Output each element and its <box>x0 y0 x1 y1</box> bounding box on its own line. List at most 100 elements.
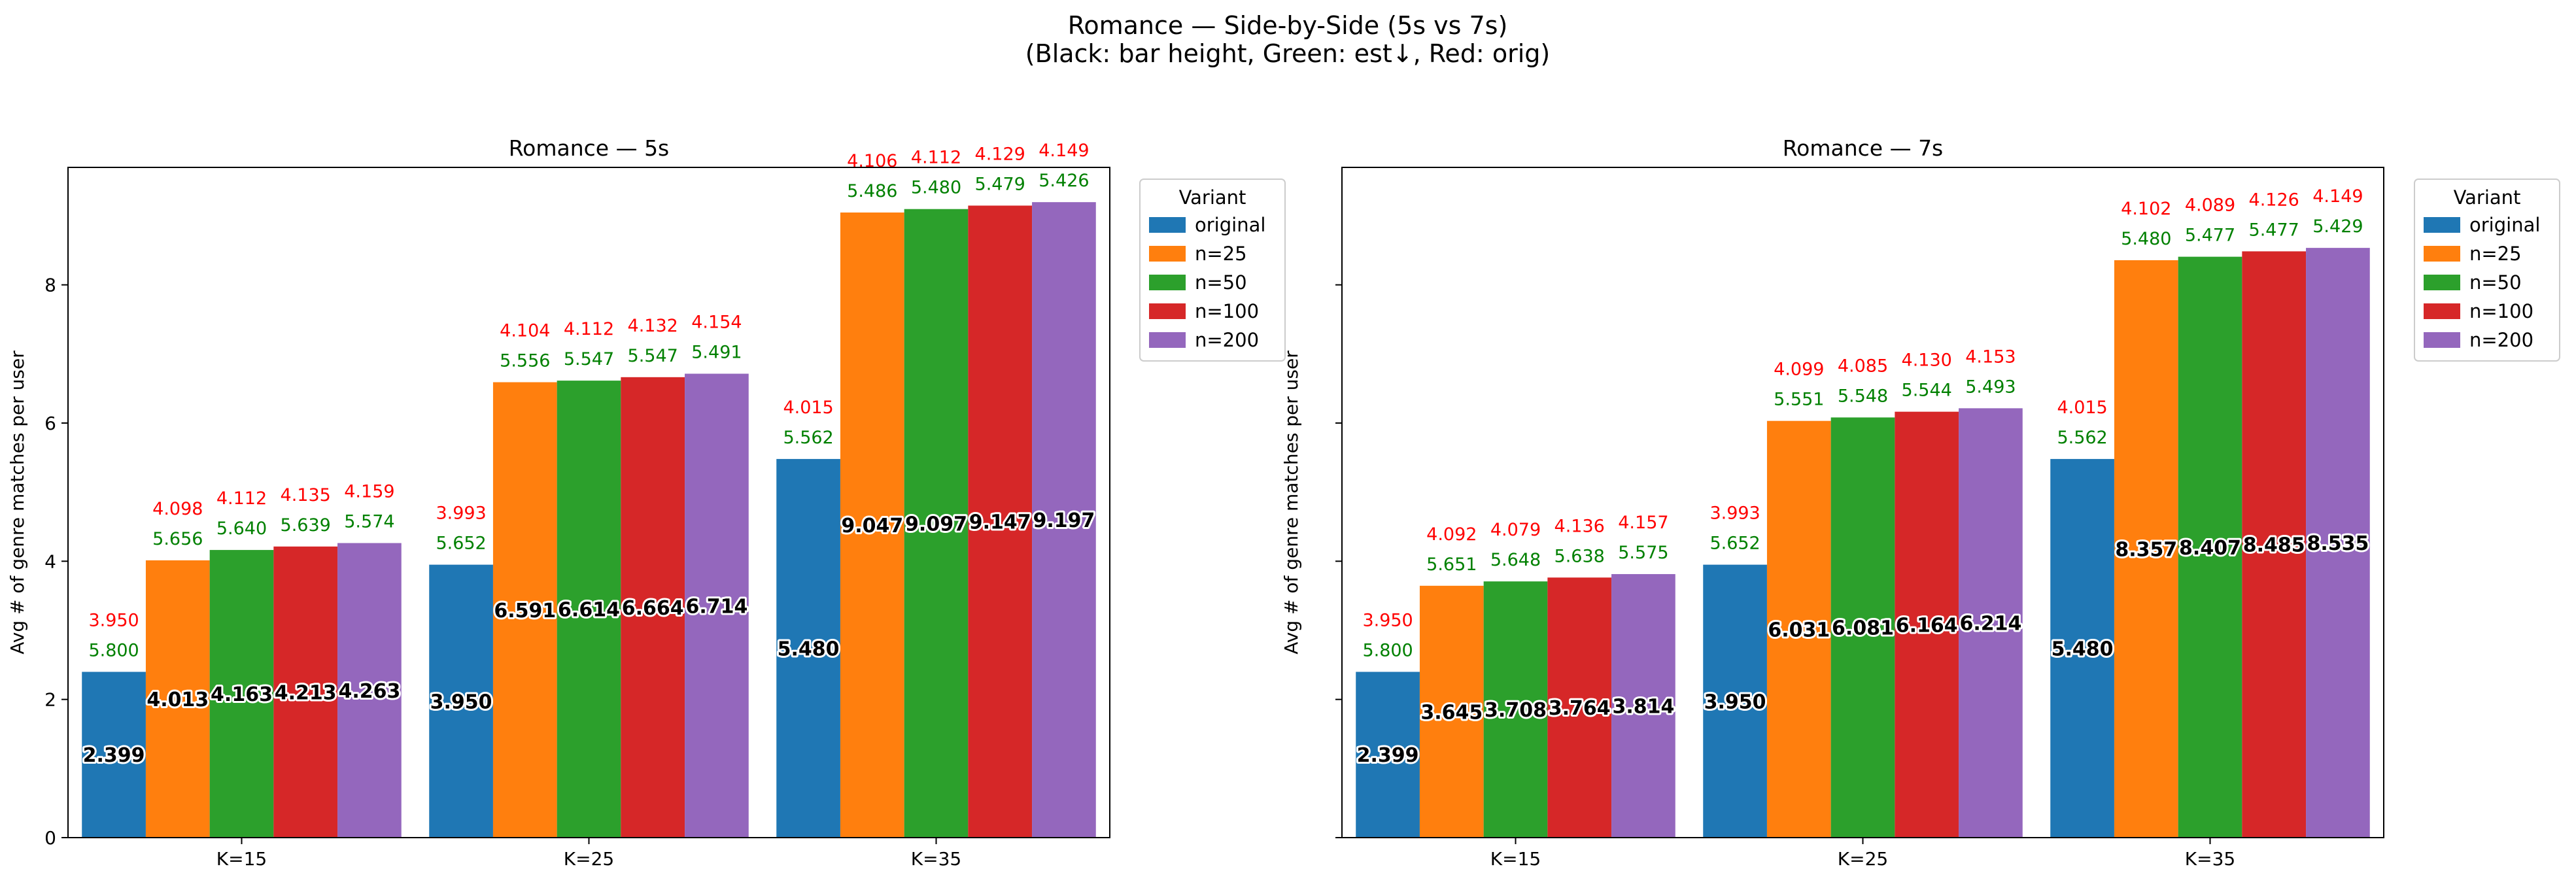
y-tick-label: 6 <box>44 413 56 434</box>
est-value-label: 5.544 <box>1902 381 1952 401</box>
est-value-label: 5.548 <box>1838 386 1888 406</box>
est-value-label: 5.480 <box>911 178 961 198</box>
bar-value-label: 3.645 <box>1420 701 1483 724</box>
legend-swatch <box>2424 303 2460 319</box>
bar-n-200-k25 <box>1959 408 2023 838</box>
est-value-label: 5.652 <box>436 534 486 554</box>
est-value-label: 5.800 <box>88 640 139 660</box>
bar-original-k35 <box>776 458 840 838</box>
x-tick-label: K=15 <box>216 848 267 870</box>
bar-value-label: 2.399 <box>83 744 145 767</box>
bar-original-k25 <box>429 564 493 838</box>
bar-value-label: 9.147 <box>969 511 1031 534</box>
orig-value-label: 4.085 <box>1838 356 1888 376</box>
est-value-label: 5.562 <box>783 428 833 448</box>
orig-value-label: 3.993 <box>436 503 486 524</box>
bar-value-label: 4.263 <box>338 680 400 703</box>
bar-value-label: 6.164 <box>1896 614 1958 637</box>
bar-n-100-k35 <box>968 205 1033 838</box>
est-value-label: 5.477 <box>2185 226 2235 246</box>
legend-swatch <box>1149 217 1186 233</box>
y-tick-label: 4 <box>44 551 56 572</box>
figure-title-line2: (Black: bar height, Green: est↓, Red: or… <box>1025 39 1550 68</box>
legend-swatch <box>1149 332 1186 348</box>
x-tick-label: K=35 <box>911 848 961 870</box>
est-value-label: 5.656 <box>152 529 203 549</box>
x-tick-label: K=25 <box>1838 848 1888 870</box>
y-tick-label: 2 <box>44 689 56 711</box>
bar-value-label: 8.407 <box>2179 537 2241 560</box>
bar-value-label: 3.708 <box>1485 699 1547 722</box>
orig-value-label: 4.089 <box>2185 196 2235 216</box>
orig-value-label: 4.079 <box>1490 520 1541 540</box>
legend-label: n=200 <box>1195 329 1259 351</box>
est-value-label: 5.562 <box>2057 428 2107 448</box>
est-value-label: 5.479 <box>975 174 1025 194</box>
orig-value-label: 4.159 <box>344 482 394 502</box>
legend-swatch <box>1149 303 1186 319</box>
est-value-label: 5.547 <box>628 346 678 366</box>
bar-value-label: 6.081 <box>1832 617 1894 640</box>
bar-n-25-k15 <box>145 560 210 838</box>
legend-label: n=100 <box>2469 300 2533 322</box>
est-value-label: 5.652 <box>1709 534 1760 554</box>
bar-value-label: 4.213 <box>275 681 337 704</box>
y-axis-label: Avg # of genre matches per user <box>7 350 28 655</box>
bar-value-label: 8.357 <box>2115 538 2177 561</box>
panel-title: Romance — 5s <box>509 135 670 161</box>
est-value-label: 5.575 <box>1618 543 1668 563</box>
bar-value-label: 4.163 <box>211 683 273 706</box>
bar-n-50-k25 <box>1830 417 1895 838</box>
x-tick-label: K=25 <box>564 848 614 870</box>
orig-value-label: 4.015 <box>2057 398 2107 418</box>
bar-n-50-k25 <box>557 381 621 838</box>
legend: Variant original n=25 n=50 n=100 n=200 <box>1139 179 1286 362</box>
bar-n-200-k15 <box>1611 573 1675 838</box>
plot-frame <box>1341 167 2384 838</box>
bar-value-label: 2.399 <box>1357 744 1419 767</box>
bar-original-k35 <box>2050 458 2114 838</box>
orig-value-label: 4.136 <box>1554 516 1605 536</box>
orig-value-label: 4.099 <box>1774 360 1824 380</box>
bar-value-label: 9.197 <box>1033 509 1095 532</box>
bar-value-label: 3.814 <box>1612 695 1674 718</box>
panel-7s: Romance — 7s Avg # of genre matches per u… <box>1280 135 2560 870</box>
figure-title-line1: Romance — Side-by-Side (5s vs 7s) <box>1068 11 1508 40</box>
orig-value-label: 4.112 <box>564 319 614 339</box>
bar-original-k15 <box>82 672 146 838</box>
legend-label: n=200 <box>2469 329 2533 351</box>
est-value-label: 5.648 <box>1490 550 1541 570</box>
orig-value-label: 3.950 <box>1362 610 1413 630</box>
legend-swatch <box>2424 246 2460 262</box>
orig-value-label: 4.104 <box>500 321 550 341</box>
legend-label: n=25 <box>2469 243 2522 265</box>
bar-n-50-k35 <box>904 209 969 838</box>
bar-n-200-k15 <box>337 543 402 838</box>
x-tick-label: K=35 <box>2185 848 2235 870</box>
est-value-label: 5.551 <box>1774 390 1824 410</box>
orig-value-label: 3.950 <box>88 610 139 630</box>
orig-value-label: 4.157 <box>1618 513 1668 533</box>
bar-value-label: 9.097 <box>905 513 967 536</box>
est-value-label: 5.574 <box>344 512 394 532</box>
est-value-label: 5.477 <box>2249 220 2299 240</box>
legend-label: original <box>1195 214 1265 236</box>
legend-swatch <box>1149 246 1186 262</box>
bar-n-25-k35 <box>840 213 904 838</box>
orig-value-label: 4.112 <box>216 488 267 509</box>
y-tick-label: 0 <box>44 827 56 849</box>
est-value-label: 5.638 <box>1554 546 1605 566</box>
orig-value-label: 4.112 <box>911 148 961 168</box>
bar-value-label: 3.950 <box>1704 690 1766 713</box>
bar-n-50-k15 <box>1483 581 1548 838</box>
orig-value-label: 4.154 <box>691 313 742 333</box>
bar-n-25-k15 <box>1419 585 1484 838</box>
legend-title: Variant <box>1179 186 1246 209</box>
orig-value-label: 4.106 <box>847 151 897 171</box>
bar-value-label: 6.214 <box>1959 613 2021 636</box>
bar-value-label: 8.485 <box>2243 534 2305 557</box>
x-tick-label: K=15 <box>1490 848 1541 870</box>
orig-value-label: 4.102 <box>2121 199 2171 219</box>
est-value-label: 5.639 <box>281 515 331 536</box>
orig-value-label: 4.153 <box>1965 347 2016 367</box>
